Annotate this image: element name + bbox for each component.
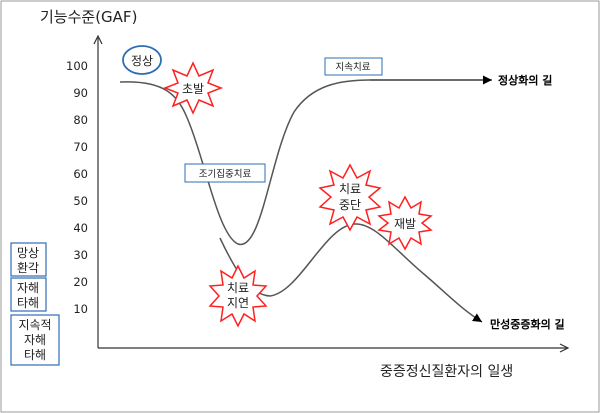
x-axis-title: 중증정신질환자의 일생 xyxy=(380,364,513,380)
early-treatment-box xyxy=(184,163,266,183)
y-tick-50: 50 xyxy=(73,194,88,208)
chronic-curve xyxy=(219,223,483,323)
side-box-2-line-1: 자해 xyxy=(17,281,39,295)
relapse-burst xyxy=(377,195,433,251)
axes xyxy=(93,34,570,353)
side-box-delusion-hallucination xyxy=(10,242,47,277)
y-tick-20: 20 xyxy=(73,275,88,289)
normal-badge xyxy=(122,45,162,75)
y-tick-60: 60 xyxy=(73,167,88,181)
x-axis-arrow xyxy=(559,343,570,353)
side-box-1-line-2: 환각 xyxy=(17,261,39,275)
continuous-treatment-label: 지속치료 xyxy=(336,61,371,73)
y-axis-arrow xyxy=(93,34,103,45)
side-boxes: 망상 환각 자해 타해 지속적 자해 타해 xyxy=(10,242,60,366)
treatment-stop-line-1: 치료 xyxy=(339,182,361,196)
side-box-1-line-1: 망상 xyxy=(17,246,39,260)
treatment-delay-burst xyxy=(208,264,268,328)
early-treatment-label: 조기집중치료 xyxy=(199,168,252,180)
y-tick-90: 90 xyxy=(73,86,88,100)
y-tick-80: 80 xyxy=(73,113,88,127)
y-axis-title: 기능수준(GAF) xyxy=(40,8,137,26)
treatment-delay-line-1: 치료 xyxy=(227,281,249,295)
treatment-delay-line-2: 지연 xyxy=(227,296,249,310)
side-box-persistent-self-harm xyxy=(10,314,60,366)
side-box-self-harm xyxy=(10,277,47,312)
side-box-3-line-3: 타해 xyxy=(24,348,46,362)
onset-label: 초발 xyxy=(182,82,204,96)
y-tick-10: 10 xyxy=(73,302,88,316)
relapse-label: 재발 xyxy=(394,217,416,231)
side-box-2-line-2: 타해 xyxy=(17,296,39,310)
y-tick-30: 30 xyxy=(73,248,88,262)
side-box-3-line-1: 지속적 xyxy=(18,318,51,332)
chronic-path-label: 만성중증화의 길 xyxy=(490,317,565,331)
y-tick-40: 40 xyxy=(73,221,88,235)
y-tick-100: 100 xyxy=(66,59,88,73)
normal-label: 정상 xyxy=(131,54,153,68)
y-tick-70: 70 xyxy=(73,140,88,154)
y-tick-labels: 100 90 80 70 60 50 40 30 20 10 xyxy=(66,59,88,316)
onset-burst xyxy=(162,61,224,115)
side-box-3-line-2: 자해 xyxy=(24,333,46,347)
normal-path-label: 정상화의 길 xyxy=(498,73,552,87)
treatment-stop-line-2: 중단 xyxy=(339,198,361,212)
treatment-stop-burst xyxy=(318,163,382,232)
continuous-treatment-box xyxy=(324,57,383,76)
recovery-curve xyxy=(119,79,490,245)
